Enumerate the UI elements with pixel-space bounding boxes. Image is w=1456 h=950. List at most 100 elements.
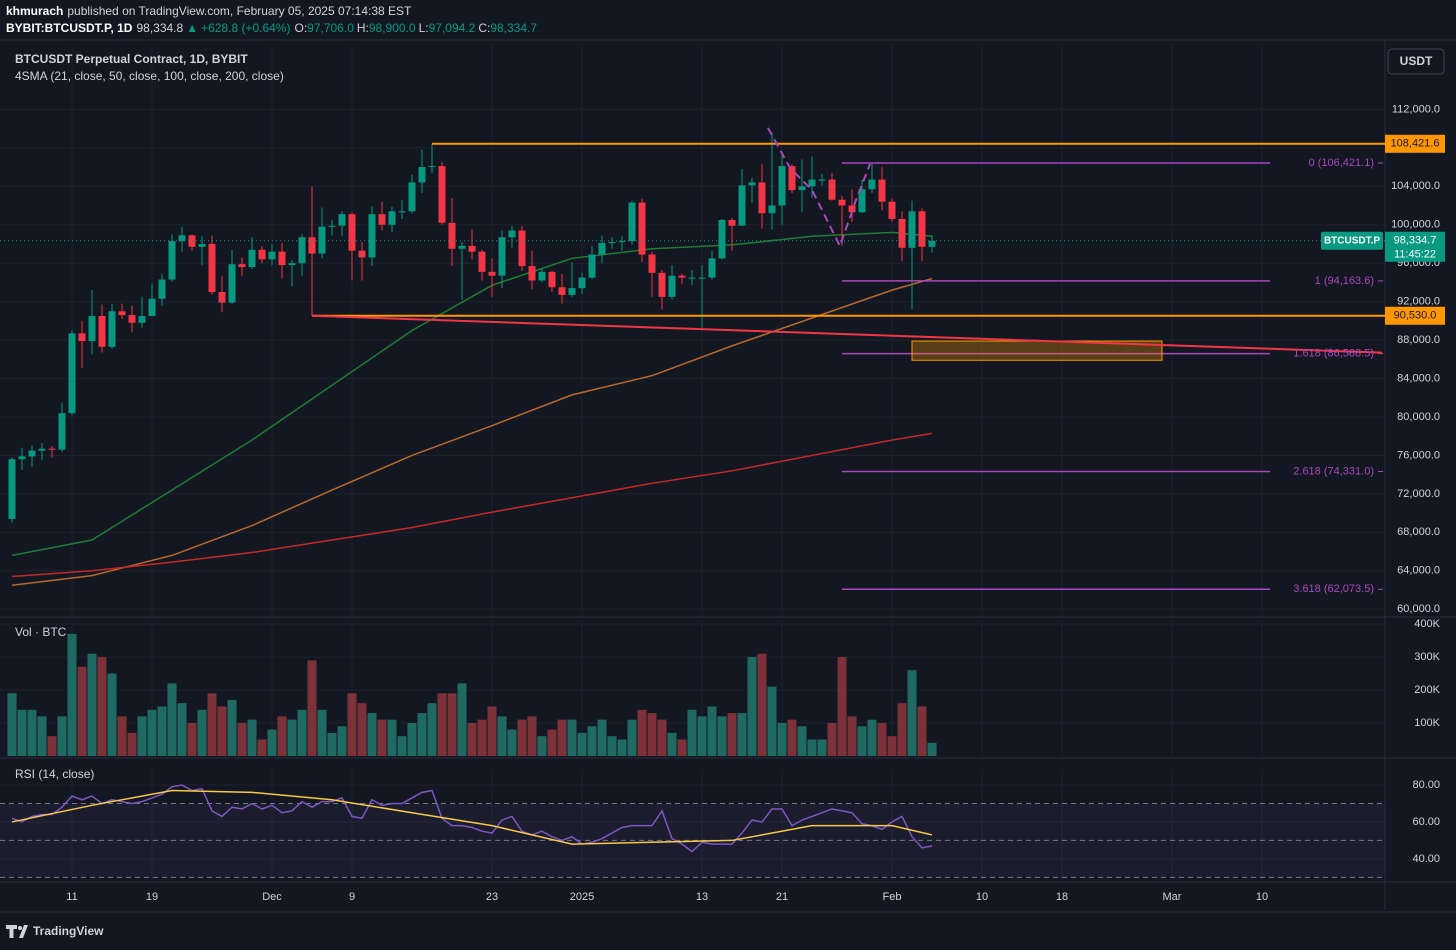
volume-bar: [487, 706, 497, 756]
candle-body: [398, 211, 406, 213]
volume-bar: [827, 722, 837, 756]
candle-body: [8, 459, 16, 519]
candle-body: [628, 202, 636, 242]
volume-bar: [227, 699, 237, 756]
volume-bar: [557, 719, 567, 756]
price-tag: [1385, 231, 1445, 262]
volume-bar: [307, 660, 317, 756]
candle-body: [78, 333, 86, 342]
y-tick-label: 100,000.0: [1391, 219, 1440, 231]
y-tick-label: 80.00: [1412, 779, 1440, 791]
volume-bar: [507, 729, 517, 756]
volume-bar: [337, 726, 347, 756]
volume-bar: [457, 683, 467, 756]
volume-bar: [157, 706, 167, 756]
volume-bar: [17, 709, 27, 756]
candle-body: [468, 245, 476, 252]
y-tick-label: 64,000.0: [1397, 565, 1440, 577]
y-tick-label: 84,000.0: [1397, 372, 1440, 384]
arrow: ▲: [186, 21, 198, 35]
volume-bar: [397, 736, 407, 756]
candle-body: [238, 264, 246, 268]
currency-label: USDT: [1400, 54, 1433, 68]
candle-body: [618, 241, 626, 243]
candle-body: [58, 413, 66, 450]
candle-body: [428, 166, 436, 168]
volume-bar: [287, 719, 297, 756]
candle-body: [658, 272, 666, 297]
chart-title: BTCUSDT Perpetual Contract, 1D, BYBIT: [15, 52, 248, 66]
level-tag: [1385, 134, 1445, 153]
fib-label: 2.618 (74,331.0): [1293, 465, 1374, 477]
candle-body: [228, 264, 236, 303]
volume-bar: [297, 709, 307, 756]
candle-body: [88, 316, 96, 342]
candle-body: [908, 211, 916, 248]
volume-bar: [417, 713, 427, 756]
volume-bar: [27, 709, 37, 756]
l-key: L:: [419, 21, 429, 35]
candle-body: [718, 219, 726, 259]
volume-bar: [647, 713, 657, 756]
volume-bar: [587, 726, 597, 756]
volume-bar: [437, 693, 447, 756]
volume-bar: [567, 719, 577, 756]
volume-bar: [927, 742, 937, 756]
currency-button[interactable]: [1387, 48, 1445, 75]
volume-bar: [77, 666, 87, 756]
plot: [0, 132, 1385, 878]
candle-body: [848, 205, 856, 213]
volume-bar: [747, 656, 757, 756]
volume-bar: [767, 686, 777, 756]
volume-bar: [577, 732, 587, 756]
y-tick-label: 76,000.0: [1397, 449, 1440, 461]
volume-bar: [917, 706, 927, 756]
y-tick-label: 72,000.0: [1397, 488, 1440, 500]
h-key: H:: [357, 21, 369, 35]
rsi-title: RSI (14, close): [15, 767, 94, 781]
volume-bar: [537, 736, 547, 756]
candle-body: [258, 249, 266, 260]
publish-line: khmurach published on TradingView.com, Fe…: [6, 4, 412, 18]
volume-bar: [377, 719, 387, 756]
candle-body: [678, 275, 686, 278]
volume-bar: [547, 729, 557, 756]
volume-bar: [657, 719, 667, 756]
candle-body: [868, 179, 876, 190]
candle-body: [138, 316, 146, 323]
candle-body: [668, 275, 676, 297]
volume-bar: [807, 739, 817, 756]
c-key: C:: [478, 21, 490, 35]
volume-bar: [47, 736, 57, 756]
candle-body: [38, 448, 46, 451]
x-tick-label: 10: [976, 891, 988, 903]
volume-bar: [857, 726, 867, 756]
volume-bar: [737, 713, 747, 756]
x-tick-label: 19: [146, 891, 158, 903]
volume-bar: [787, 719, 797, 756]
candle-body: [528, 266, 536, 281]
volume-bar: [677, 739, 687, 756]
volume-bar: [97, 656, 107, 756]
x-tick-label: 11: [66, 891, 77, 903]
volume-bar: [267, 729, 277, 756]
y-tick-label: 68,000.0: [1397, 526, 1440, 538]
y-tick-label: 92,000.0: [1397, 296, 1440, 308]
volume-bar: [617, 739, 627, 756]
candle-body: [728, 219, 736, 226]
o-key: O:: [294, 21, 307, 35]
volume-bar: [147, 709, 157, 756]
volume-bar: [817, 739, 827, 756]
volume-bar: [317, 709, 327, 756]
change: +628.8 (+0.64%): [201, 21, 290, 35]
candle-body: [778, 166, 786, 206]
y-tick-label: 200K: [1414, 684, 1440, 696]
volume-bar: [757, 653, 767, 756]
logo-dot: [18, 926, 22, 930]
candle-body: [278, 251, 286, 266]
volume-bar: [167, 683, 177, 756]
candle-body: [498, 237, 506, 276]
volume-title: Vol · BTC: [15, 625, 67, 639]
volume-bar: [447, 693, 457, 756]
symbol: BYBIT:BTCUSDT.P, 1D: [6, 21, 133, 35]
